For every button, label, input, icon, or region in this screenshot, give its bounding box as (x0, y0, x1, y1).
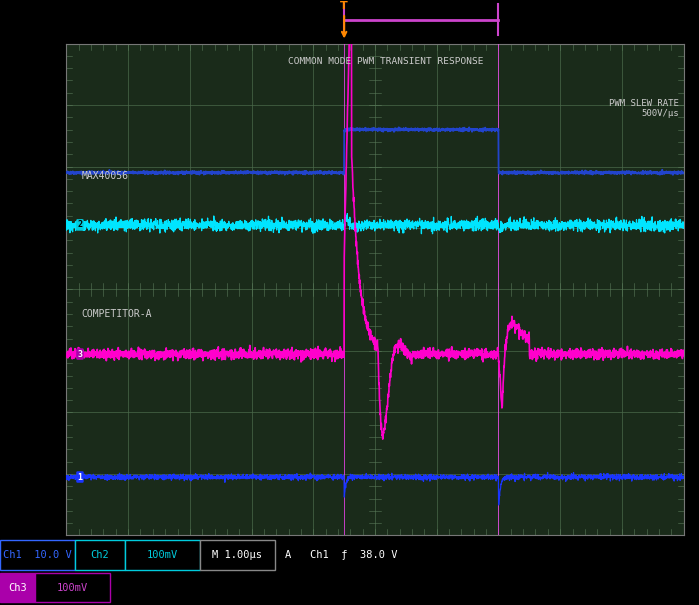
Text: COMMON MODE PWM TRANSIENT RESPONSE: COMMON MODE PWM TRANSIENT RESPONSE (289, 57, 484, 66)
Text: M 1.00μs: M 1.00μs (212, 550, 263, 560)
Bar (0, 540, 75, 569)
Text: 100mV: 100mV (57, 583, 88, 593)
Bar (125, 540, 200, 569)
Bar (200, 540, 275, 569)
Text: 2: 2 (78, 220, 82, 229)
Text: Ch3: Ch3 (8, 583, 27, 593)
Text: A   Ch1  ƒ  38.0 V: A Ch1 ƒ 38.0 V (285, 550, 398, 560)
Text: Τ: Τ (340, 1, 348, 11)
Text: 100mV: 100mV (147, 550, 178, 560)
Text: Ch1  10.0 V: Ch1 10.0 V (3, 550, 72, 560)
Text: PWM SLEW RATE
500V/μs: PWM SLEW RATE 500V/μs (609, 99, 679, 119)
Text: COMPETITOR-A: COMPETITOR-A (82, 309, 152, 319)
Text: 3: 3 (78, 350, 82, 359)
Text: Ch2: Ch2 (91, 550, 109, 560)
Text: MAX40056: MAX40056 (82, 171, 129, 181)
Text: Tek: Tek (8, 15, 35, 29)
Text: 1: 1 (78, 473, 82, 482)
Bar (75, 540, 125, 569)
Bar (0, 573, 35, 602)
Bar (35, 573, 110, 602)
Text: Stop: Stop (50, 15, 82, 29)
